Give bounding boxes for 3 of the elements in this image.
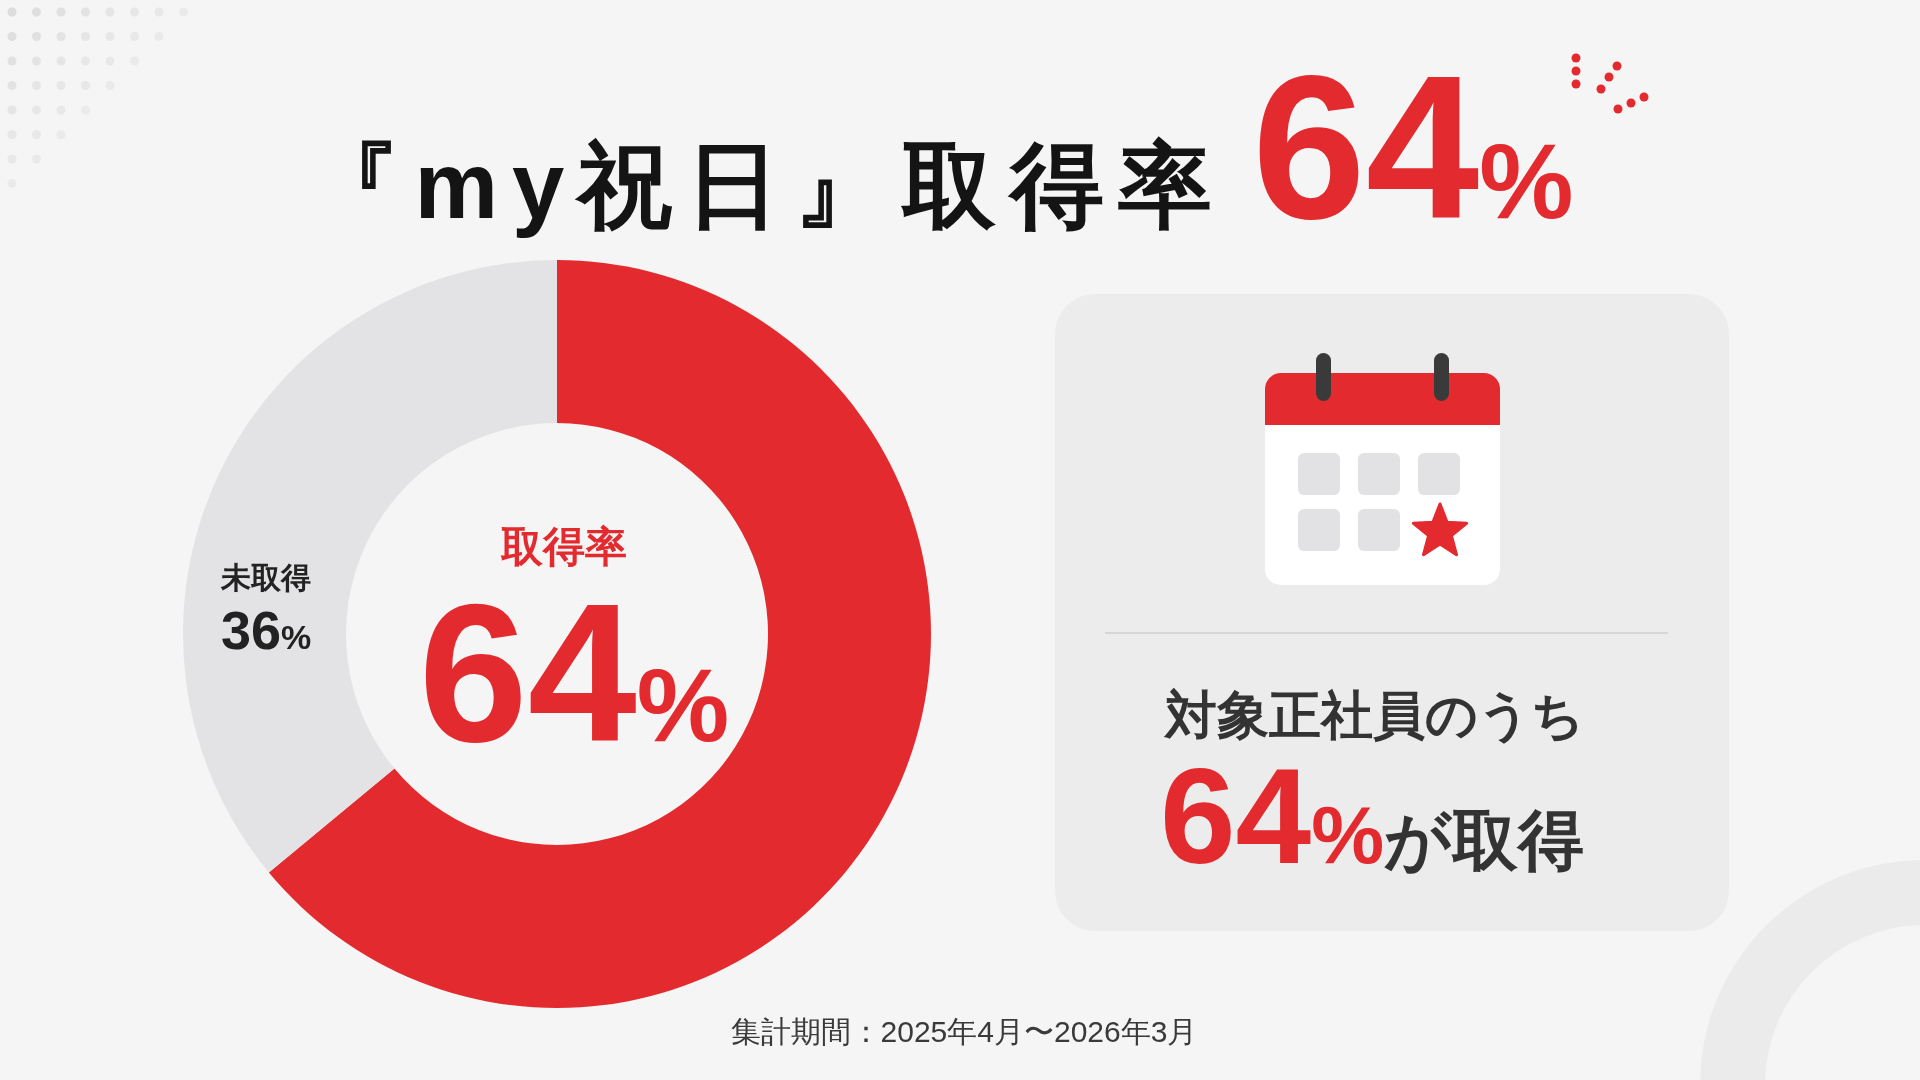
data-label: 36% bbox=[220, 600, 312, 661]
text: 集計期間：2025年4月〜2026年3月 bbox=[730, 1015, 1198, 1048]
slice-label: 未取得 bbox=[220, 561, 312, 595]
